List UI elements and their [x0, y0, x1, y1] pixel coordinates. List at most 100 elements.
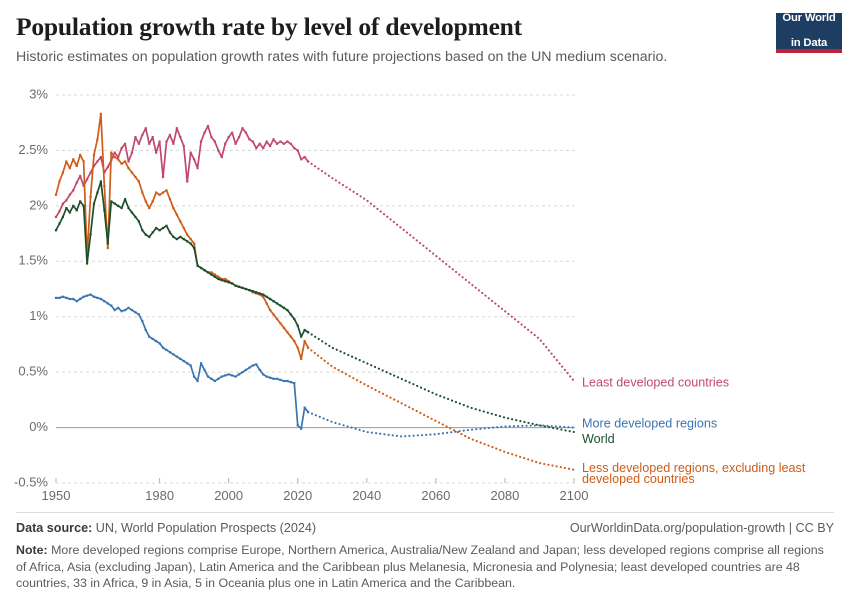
series-point-marker: [182, 144, 185, 148]
series-point-marker: [300, 158, 303, 161]
series-point-marker: [75, 209, 78, 212]
series-point-marker: [96, 138, 99, 141]
series-point-marker: [120, 147, 123, 150]
series-point-marker: [117, 155, 120, 159]
series-point-marker: [110, 200, 113, 203]
series-point-marker: [293, 317, 296, 321]
series-point-marker: [113, 308, 116, 312]
series-point-marker: [58, 210, 61, 213]
series-point-marker: [220, 277, 223, 281]
series-point-marker: [241, 286, 244, 289]
series-point-marker: [203, 269, 206, 272]
series-point-marker: [286, 331, 289, 334]
series-labels[interactable]: Least developed countries More developed …: [582, 376, 806, 486]
series-point-marker: [296, 424, 299, 427]
series-point-marker: [130, 211, 134, 214]
y-tick-label: 1%: [29, 308, 48, 323]
series-point-marker: [213, 379, 216, 383]
series-point-marker: [272, 300, 275, 303]
series-point-marker: [65, 206, 68, 210]
series-label[interactable]: developed countries: [582, 472, 695, 486]
series-point-marker: [179, 220, 182, 223]
series-point-marker: [265, 302, 268, 305]
data-source-value: UN, World Population Prospects (2024): [92, 521, 317, 535]
series-point-marker: [286, 140, 289, 143]
series-point-marker: [303, 340, 306, 343]
series-point-marker: [248, 138, 251, 141]
series-point-marker: [262, 295, 265, 298]
series-point-marker: [237, 285, 241, 288]
series-point-marker: [227, 373, 230, 376]
series-point-marker: [289, 335, 292, 338]
series-point-marker: [134, 136, 137, 139]
series-point-marker: [141, 229, 144, 232]
owid-url[interactable]: OurWorldinData.org/population-growth | C…: [569, 521, 834, 535]
series-point-marker: [165, 224, 168, 227]
series-label[interactable]: Less developed regions, excluding least: [582, 461, 806, 475]
series-point-marker: [300, 335, 303, 338]
series-point-marker: [127, 306, 130, 309]
series-point-marker: [210, 377, 213, 380]
series-point-marker: [130, 308, 134, 312]
series-line-historic[interactable]: [55, 180, 309, 338]
series-point-marker: [134, 175, 137, 179]
series-point-marker: [148, 335, 151, 338]
series-point-marker: [269, 144, 272, 148]
page-title: Population growth rate by level of devel…: [16, 12, 522, 41]
series-point-marker: [213, 275, 216, 278]
series-point-marker: [172, 206, 175, 210]
series-point-marker: [231, 374, 234, 377]
series-point-marker: [61, 202, 65, 205]
series-point-marker: [75, 300, 78, 303]
series-point-marker: [96, 296, 99, 299]
series-point-marker: [179, 136, 182, 139]
series-point-marker: [168, 198, 172, 201]
series-point-marker: [237, 136, 241, 139]
chart-footer: Data source: UN, World Population Prospe…: [16, 512, 834, 592]
series-point-marker: [158, 229, 161, 232]
series-point-marker: [244, 287, 248, 291]
series-point-marker: [258, 292, 261, 295]
series-point-marker: [130, 171, 134, 174]
series-point-marker: [99, 297, 102, 301]
series-label[interactable]: Least developed countries: [582, 376, 729, 390]
series-point-marker: [269, 376, 272, 379]
series-point-marker: [286, 379, 289, 383]
x-tick-label: 2000: [214, 488, 243, 502]
series-line-historic[interactable]: [55, 293, 309, 430]
series-point-marker: [151, 136, 154, 139]
x-tick-label: 2060: [421, 488, 450, 502]
series-line-projection[interactable]: [307, 411, 576, 438]
owid-logo[interactable]: Our World in Data: [776, 12, 842, 53]
series-point-marker: [175, 355, 178, 358]
series-point-marker: [141, 133, 144, 137]
series-point-marker: [113, 155, 116, 159]
series-label[interactable]: More developed regions: [582, 417, 717, 431]
series-point-marker: [172, 142, 175, 145]
series-point-marker: [251, 364, 254, 367]
series-point-marker: [282, 306, 286, 309]
series-label[interactable]: World: [582, 432, 615, 446]
x-tick-label: 2040: [352, 488, 381, 502]
chart-canvas: 1950 1980 2000 2020 2040 2060 2080 2100 -0.5% 0%…: [0, 78, 850, 502]
series-point-marker: [272, 313, 275, 316]
series-line-projection[interactable]: [307, 346, 576, 471]
series-point-marker: [275, 377, 279, 380]
series-point-marker: [165, 189, 168, 192]
line-chart[interactable]: 1950 1980 2000 2020 2040 2060 2080 2100 -0.5% 0%…: [0, 78, 850, 502]
series-point-marker: [251, 140, 254, 143]
series-point-marker: [82, 184, 85, 188]
note-label: Note:: [16, 543, 48, 557]
series-point-marker: [75, 164, 78, 168]
series-point-marker: [282, 379, 286, 383]
series-point-marker: [106, 242, 109, 245]
series-point-marker: [148, 142, 151, 145]
series-line-historic[interactable]: [55, 113, 309, 360]
series-point-marker: [117, 158, 120, 161]
series-line-projection[interactable]: [307, 160, 576, 383]
series-point-marker: [224, 277, 227, 281]
series-point-marker: [65, 160, 68, 163]
data-series[interactable]: [54, 112, 576, 471]
series-line-projection[interactable]: [307, 331, 576, 434]
series-point-marker: [279, 140, 282, 143]
